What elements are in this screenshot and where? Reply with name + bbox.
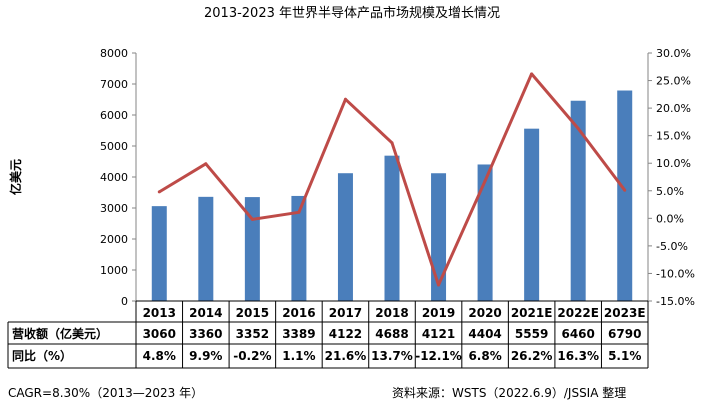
growth-point: [390, 141, 394, 145]
category-label: 2020: [468, 306, 501, 320]
revenue-value-label: 5559: [515, 327, 548, 341]
category-label: 2023E: [604, 306, 646, 320]
revenue-value-label: 3360: [189, 327, 222, 341]
revenue-bar: [617, 90, 633, 301]
growth-value-label: -0.2%: [233, 349, 271, 363]
category-label: 2019: [422, 306, 455, 320]
growth-value-label: 9.9%: [189, 349, 222, 363]
category-label: 2021E: [511, 306, 553, 320]
growth-point: [623, 188, 627, 192]
revenue-bar: [151, 206, 167, 301]
revenue-bar: [570, 100, 586, 302]
left-tick-label: 5000: [100, 140, 128, 153]
growth-value-label: 1.1%: [282, 349, 315, 363]
growth-point: [437, 283, 441, 287]
left-tick-label: 1000: [100, 264, 128, 277]
revenue-bar: [384, 155, 400, 301]
category-label: 2017: [329, 306, 362, 320]
growth-point: [157, 190, 161, 194]
growth-point: [343, 97, 347, 101]
category-label: 2022E: [557, 306, 599, 320]
axes: 0 1000 2000 3000 4000 5000 6000 7000 8000 -15.0% -…: [100, 47, 695, 308]
right-tick-label: -10.0%: [656, 267, 695, 280]
left-tick-label: 2000: [100, 233, 128, 246]
growth-value-label: 13.7%: [371, 349, 413, 363]
right-tick-label: 20.0%: [656, 102, 691, 115]
right-tick-label: 15.0%: [656, 130, 691, 143]
revenue-bar: [198, 196, 214, 301]
revenue-value-label: 6790: [608, 327, 641, 341]
growth-value-label: -12.1%: [415, 349, 462, 363]
revenue-value-label: 6460: [561, 327, 594, 341]
revenue-bar: [337, 173, 353, 301]
category-label: 2015: [236, 306, 269, 320]
category-label: 2013: [143, 306, 176, 320]
table-series-name: 营收额（亿美元）: [12, 326, 108, 341]
chart-title: 2013-2023 年世界半导体产品市场规模及增长情况: [204, 5, 500, 21]
revenue-value-label: 4121: [422, 327, 455, 341]
revenue-value-label: 4122: [329, 327, 362, 341]
growth-value-label: 21.6%: [325, 349, 367, 363]
right-tick-label: 5.0%: [656, 185, 684, 198]
right-tick-label: 25.0%: [656, 75, 691, 88]
revenue-value-label: 3389: [282, 327, 315, 341]
revenue-value-label: 3352: [236, 327, 269, 341]
category-label: 2018: [375, 306, 408, 320]
category-label: 2014: [189, 306, 222, 320]
table-series-name: 同比（%）: [12, 348, 72, 363]
growth-line-layer: [157, 72, 627, 287]
growth-value-label: 6.8%: [468, 349, 501, 363]
source-note: 资料来源：WSTS（2022.6.9）/JSSIA 整理: [392, 385, 626, 400]
category-label: 2016: [282, 306, 315, 320]
left-tick-label: 3000: [100, 202, 128, 215]
growth-value-label: 4.8%: [143, 349, 176, 363]
data-table: 2013 2014 2015 2016 2017 2018 2019 2020 2021E 202…: [7, 300, 649, 369]
revenue-bar: [244, 197, 260, 301]
right-tick-label: -15.0%: [656, 295, 695, 308]
growth-point: [204, 162, 208, 166]
left-tick-label: 4000: [100, 171, 128, 184]
right-tick-label: 10.0%: [656, 157, 691, 170]
revenue-bar: [291, 195, 307, 301]
left-tick-label: 0: [121, 295, 128, 308]
right-tick-label: -5.0%: [656, 240, 688, 253]
left-tick-label: 7000: [100, 78, 128, 91]
growth-value-label: 5.1%: [608, 349, 641, 363]
revenue-value-label: 3060: [143, 327, 176, 341]
right-tick-label: 0.0%: [656, 212, 684, 225]
growth-point: [297, 210, 301, 214]
left-tick-label: 6000: [100, 109, 128, 122]
y-axis-label: 亿美元: [8, 159, 23, 195]
revenue-bar: [524, 128, 540, 301]
growth-point: [250, 217, 254, 221]
right-tick-label: 30.0%: [656, 47, 691, 60]
revenue-value-label: 4404: [468, 327, 501, 341]
revenue-bar: [477, 164, 493, 301]
growth-point: [483, 179, 487, 183]
revenue-value-label: 4688: [375, 327, 408, 341]
growth-point: [530, 72, 534, 76]
cagr-note: CAGR=8.30%（2013—2023 年）: [8, 386, 203, 400]
growth-point: [576, 127, 580, 131]
left-tick-label: 8000: [100, 47, 128, 60]
bars: [151, 90, 633, 302]
growth-value-label: 26.2%: [511, 349, 553, 363]
growth-value-label: 16.3%: [557, 349, 599, 363]
